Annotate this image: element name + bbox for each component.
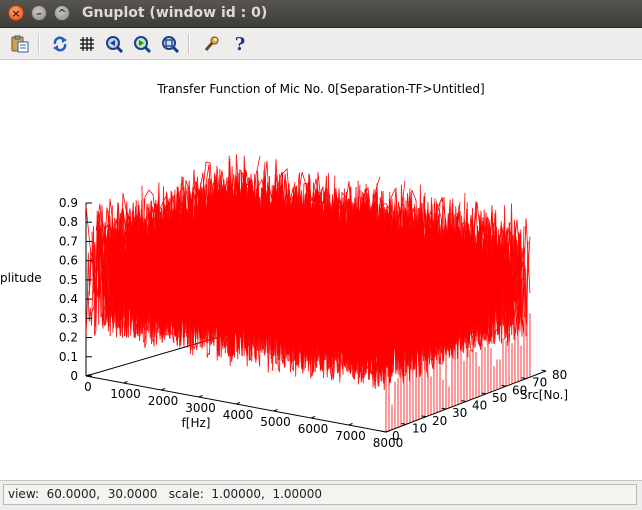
x-tick-mark [198, 395, 203, 398]
copy-clipboard-button[interactable] [9, 33, 31, 55]
y-tick-label: 0 [392, 429, 400, 443]
y-tick-label: 80 [552, 368, 567, 382]
copy-clipboard-icon [11, 35, 29, 53]
x-tick-mark [85, 374, 91, 377]
autoscale-icon [162, 36, 179, 53]
chart-title: Transfer Function of Mic No. 0[Separatio… [156, 82, 484, 96]
y-tick-label: 60 [512, 383, 527, 397]
settings-button[interactable] [200, 33, 222, 55]
y-axis-label: Src[No.] [520, 388, 568, 402]
title-bar[interactable]: × – ^ Gnuplot (window id : 0) [0, 0, 642, 28]
zoom-previous-button[interactable] [103, 33, 125, 55]
surface-cross-line [205, 191, 351, 334]
surface-cross-line [330, 205, 476, 368]
z-tick-label: 0 [70, 369, 78, 383]
z-tick-label: 0.3 [59, 311, 78, 325]
surface-cross-line [120, 162, 266, 320]
help-button[interactable]: ? [229, 33, 251, 55]
close-icon: × [11, 7, 21, 20]
z-tick-label: 0.1 [59, 350, 78, 364]
z-tick-label: 0.6 [59, 254, 78, 268]
x-tick-mark [310, 416, 316, 419]
x-axis-label: f[Hz] [182, 416, 211, 430]
y-tick-mark [541, 369, 547, 372]
y-tick-mark [421, 415, 427, 418]
close-window-button[interactable]: × [8, 5, 24, 21]
zoom-next-button[interactable] [131, 33, 153, 55]
y-tick-mark [481, 392, 487, 395]
x-tick-label: 4000 [223, 408, 254, 422]
surface-cross-line [105, 167, 251, 314]
y-tick-label: 50 [492, 391, 507, 405]
x-tick-label: 2000 [148, 394, 179, 408]
x-tick-label: 5000 [260, 415, 291, 429]
x-tick-mark [273, 409, 278, 412]
x-tick-label: 3000 [185, 401, 216, 415]
zoom-previous-icon [106, 36, 123, 53]
x-tick-mark [235, 402, 241, 405]
y-tick-mark [501, 384, 507, 387]
autoscale-button[interactable] [159, 33, 181, 55]
y-tick-mark [401, 423, 407, 425]
plot-area[interactable]: Transfer Function of Mic No. 0[Separatio… [0, 60, 642, 480]
surface-cross-line [345, 223, 491, 355]
minimize-window-button[interactable]: – [31, 5, 47, 21]
surface-cross-line [335, 201, 481, 364]
y-tick-mark [441, 407, 447, 410]
surface-chart[interactable]: Transfer Function of Mic No. 0[Separatio… [0, 60, 642, 480]
y-tick-label: 20 [432, 414, 447, 428]
toolbar: ? [0, 28, 642, 60]
toolbar-separator [188, 34, 190, 54]
z-tick-label: 0.5 [59, 273, 78, 287]
surface-cross-line [255, 187, 401, 346]
z-tick-label: 0.9 [59, 196, 78, 210]
x-tick-mark [385, 430, 391, 433]
status-bar: view: 60.0000, 30.0000 scale: 1.00000, 1… [0, 480, 642, 510]
surface-cross-line [365, 212, 511, 369]
z-tick-label: 0.8 [59, 215, 78, 229]
settings-icon [204, 36, 219, 51]
x-tick-label: 8000 [373, 436, 404, 450]
x-tick-mark [348, 423, 353, 426]
zoom-next-icon [134, 36, 151, 53]
y-tick-mark [521, 377, 527, 380]
surface-cross-line [355, 205, 501, 372]
z-tick-label: 0.4 [59, 292, 78, 306]
y-tick-label: 10 [412, 421, 427, 435]
window-title: Gnuplot (window id : 0) [82, 5, 268, 21]
grid-button[interactable] [76, 33, 98, 55]
surface-cross-line [385, 218, 531, 370]
surface-cross-line [85, 158, 231, 307]
y-tick-mark [461, 400, 467, 402]
x-tick-label: 1000 [110, 387, 141, 401]
y-tick-label: 30 [452, 406, 467, 420]
z-tick-label: 0.2 [59, 331, 78, 345]
replot-button[interactable] [49, 33, 71, 55]
x-tick-label: 7000 [335, 429, 366, 443]
x-tick-mark [160, 388, 166, 391]
minimize-icon: – [36, 7, 42, 20]
grid-icon [80, 37, 94, 51]
x-tick-label: 0 [84, 380, 92, 394]
y-tick-label: 40 [472, 399, 487, 413]
toolbar-separator [38, 34, 40, 54]
x-tick-label: 6000 [298, 422, 329, 436]
view-status-text: view: 60.0000, 30.0000 scale: 1.00000, 1… [3, 484, 637, 505]
maximize-icon: ^ [57, 7, 67, 20]
surface-cross-line [285, 201, 431, 357]
maximize-window-button[interactable]: ^ [54, 5, 70, 21]
y-tick-label: 70 [532, 376, 547, 390]
x-tick-mark [123, 381, 128, 384]
z-tick-label: 0.7 [59, 234, 78, 248]
help-icon: ? [234, 33, 246, 55]
z-axis-label: plitude [0, 271, 42, 285]
y-tick-mark [381, 430, 387, 433]
replot-icon [53, 36, 67, 52]
